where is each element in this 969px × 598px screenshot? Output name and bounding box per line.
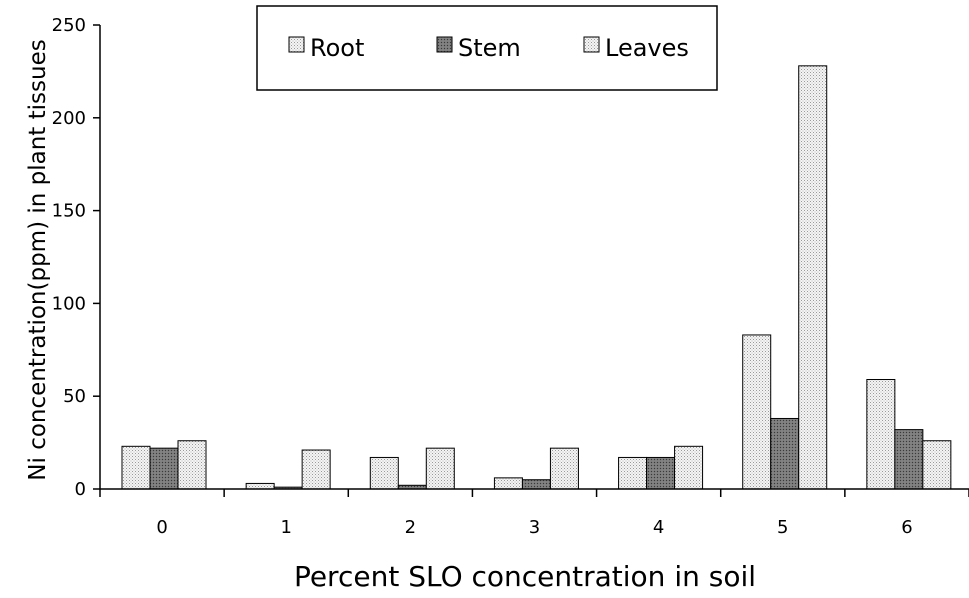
x-tick-label: 1	[280, 517, 291, 538]
legend: Root Stem Leaves	[256, 5, 718, 91]
bar-root-3	[493, 477, 523, 490]
x-tick-label: 0	[156, 517, 167, 538]
bar-stem-0	[149, 447, 179, 490]
bar-leaves-1	[301, 449, 331, 490]
y-axis-title: Ni concentration(ppm) in plant tissues	[25, 39, 51, 480]
bar-leaves-0	[177, 440, 207, 490]
bars-layer	[121, 65, 952, 490]
bar-leaves-5	[798, 65, 828, 490]
legend-swatch-leaves	[583, 36, 600, 53]
x-tick-label: 3	[529, 517, 540, 538]
legend-swatch-stem	[436, 36, 453, 53]
y-tick-label: 0	[75, 479, 86, 500]
x-tick-label: 2	[405, 517, 416, 538]
bar-leaves-4	[674, 445, 704, 490]
legend-label-root: Root	[310, 34, 364, 62]
y-tick-label: 50	[63, 386, 86, 407]
y-tick-label: 100	[52, 293, 86, 314]
x-axis-title: Percent SLO concentration in soil	[294, 560, 756, 593]
bar-stem-5	[770, 417, 800, 490]
y-axis: 0 50 100 150 200 250	[52, 15, 100, 500]
y-tick-label: 150	[52, 201, 86, 222]
bar-leaves-6	[922, 440, 952, 490]
bar-root-2	[369, 456, 399, 490]
x-tick-label: 6	[901, 517, 912, 538]
bar-root-4	[618, 456, 648, 490]
legend-label-stem: Stem	[458, 34, 521, 62]
bar-root-0	[121, 445, 151, 490]
bar-stem-3	[521, 479, 551, 490]
y-tick-label: 200	[52, 108, 86, 129]
x-tick-label: 4	[653, 517, 664, 538]
bar-root-1	[245, 482, 275, 490]
bar-stem-6	[894, 429, 924, 490]
legend-label-leaves: Leaves	[605, 34, 689, 62]
bar-leaves-3	[549, 447, 579, 490]
bar-root-5	[742, 334, 772, 490]
legend-swatch-root	[288, 36, 305, 53]
legend-box	[256, 5, 718, 91]
y-tick-label: 250	[52, 15, 86, 36]
bar-root-6	[866, 378, 896, 490]
x-tick-label: 5	[777, 517, 788, 538]
x-axis: 0 1 2 3 4 5 6	[99, 489, 969, 538]
bar-leaves-2	[425, 447, 455, 490]
bar-stem-4	[646, 456, 676, 490]
